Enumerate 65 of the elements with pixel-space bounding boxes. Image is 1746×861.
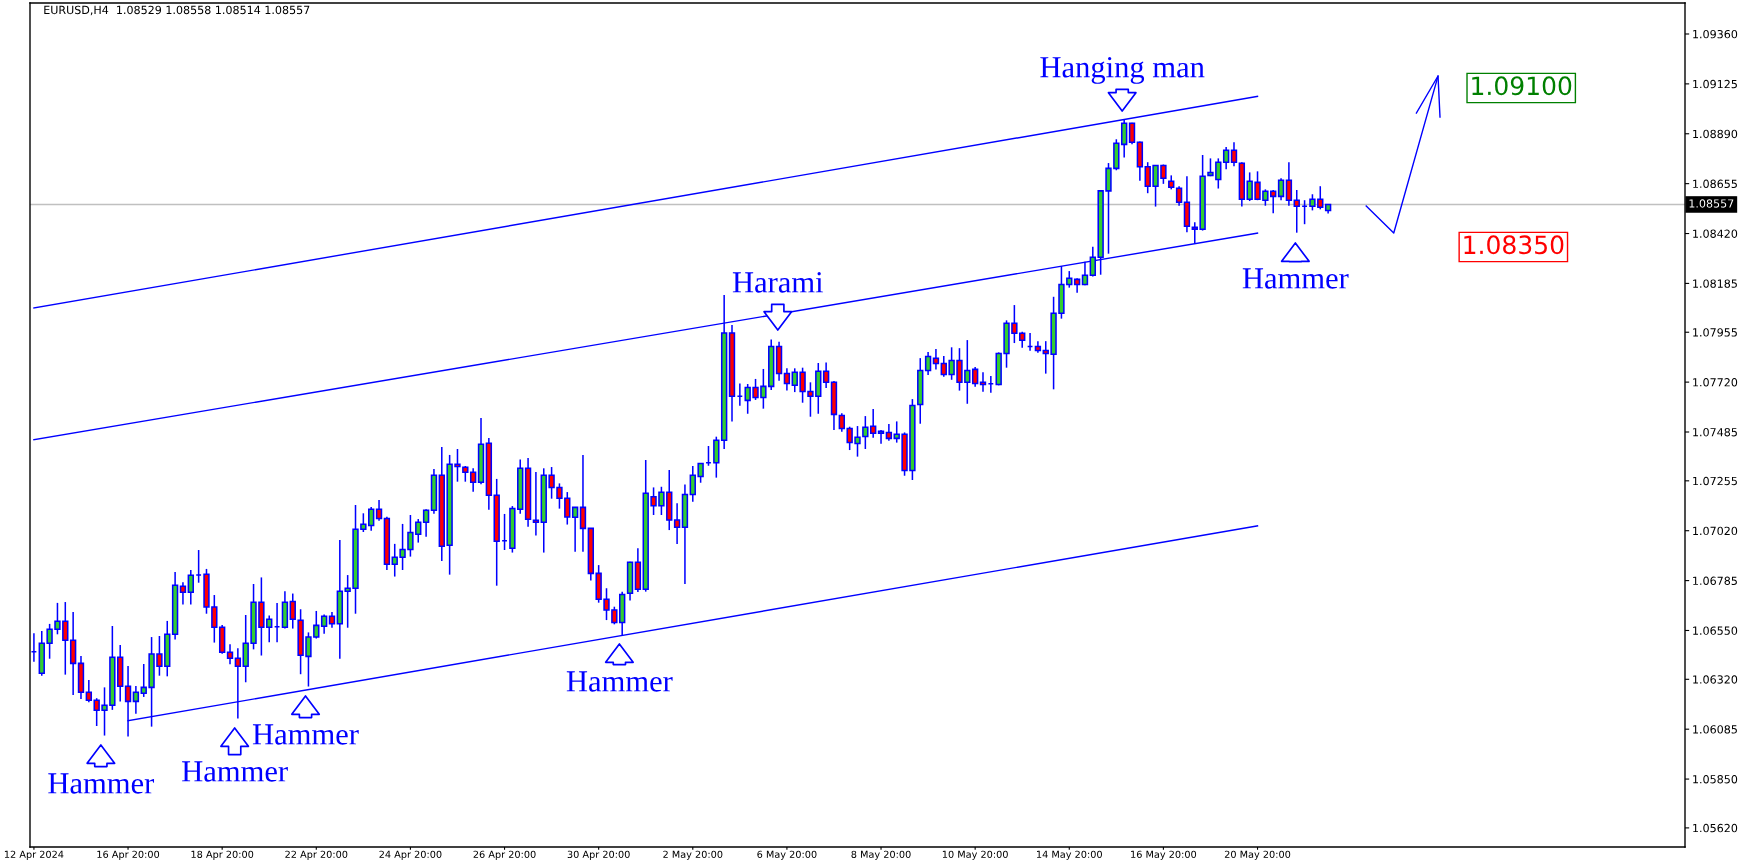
candlestick [69, 611, 77, 696]
candlestick [571, 506, 579, 553]
candlestick [132, 685, 140, 715]
x-tick-label: 18 Apr 20:00 [191, 850, 254, 860]
y-tick-label: 1.07955 [1693, 328, 1737, 337]
candlestick [1277, 177, 1285, 201]
annotation: 1.09100 [1472, 76, 1572, 96]
annotation: Hammer [1242, 268, 1349, 289]
candlestick [673, 502, 681, 545]
x-tick-label: 26 Apr 20:00 [473, 850, 536, 860]
x-tick-label: 8 May 20:00 [851, 850, 911, 860]
y-tick-label: 1.09125 [1693, 79, 1737, 89]
candlestick [822, 361, 830, 389]
x-tick-label: 20 May 20:00 [1224, 850, 1291, 860]
candlestick [579, 454, 587, 553]
y-tick-label: 1.07020 [1693, 526, 1738, 536]
y-tick-label: 1.08890 [1693, 129, 1738, 139]
candlestick [924, 351, 932, 376]
y-tick-label: 1.06085 [1693, 725, 1737, 734]
candlestick [1293, 189, 1300, 234]
chart-title: EURUSD,H4 1.08529 1.08558 1.08514 1.08557 [44, 5, 310, 16]
y-tick-label: 1.06785 [1693, 576, 1737, 585]
y-tick-label: 1.07485 [1693, 427, 1737, 437]
y-tick-label: 1.06550 [1693, 626, 1738, 635]
y-tick-label: 1.09360 [1693, 29, 1738, 39]
annotation: Hammer [48, 773, 155, 794]
annotation: Hammer [182, 761, 288, 782]
annotation: 1.08350 [1464, 235, 1564, 255]
y-tick-label: 1.08420 [1693, 229, 1738, 238]
x-tick-label: 22 Apr 20:00 [285, 850, 348, 860]
candlestick [1230, 141, 1238, 168]
candlestick [375, 499, 383, 522]
annotation: Hanging man [1040, 57, 1205, 84]
x-tick-label: 2 May 20:00 [663, 850, 723, 860]
x-tick-label: 16 May 20:00 [1131, 850, 1197, 860]
ref-line-label: 1.08557 [1689, 199, 1734, 208]
candlestick [877, 429, 885, 445]
x-tick-label: 6 May 20:00 [757, 850, 817, 860]
candlestick [783, 367, 791, 392]
x-tick-label: 24 Apr 20:00 [379, 850, 442, 860]
candlestick [532, 471, 540, 537]
y-tick-label: 1.05850 [1693, 775, 1738, 784]
annotation: Hammer [252, 724, 359, 745]
candlestick [226, 643, 234, 665]
x-tick-label: 30 Apr 20:00 [567, 850, 630, 860]
annotation: Hammer [566, 671, 673, 692]
y-tick-label: 1.07720 [1693, 378, 1738, 387]
annotation: Harami [732, 272, 824, 293]
candlestick [179, 581, 187, 606]
y-tick-label: 1.07255 [1693, 476, 1737, 486]
candlestick [1285, 161, 1293, 207]
candlestick [422, 508, 430, 538]
y-tick-label: 1.08655 [1693, 179, 1737, 189]
x-tick-label: 12 Apr 2024 [4, 850, 64, 860]
candlestick [1175, 185, 1183, 207]
candlestick [187, 569, 194, 606]
candlestick [932, 348, 940, 371]
x-tick-label: 16 Apr 20:00 [97, 850, 160, 860]
y-tick-label: 1.08185 [1693, 279, 1737, 288]
y-tick-label: 1.05620 [1693, 823, 1738, 833]
candlestick [1183, 175, 1191, 234]
candlestick [289, 592, 296, 630]
x-tick-label: 14 May 20:00 [1037, 850, 1102, 860]
y-tick-label: 1.06320 [1693, 675, 1738, 684]
x-tick-label: 10 May 20:00 [942, 850, 1008, 860]
